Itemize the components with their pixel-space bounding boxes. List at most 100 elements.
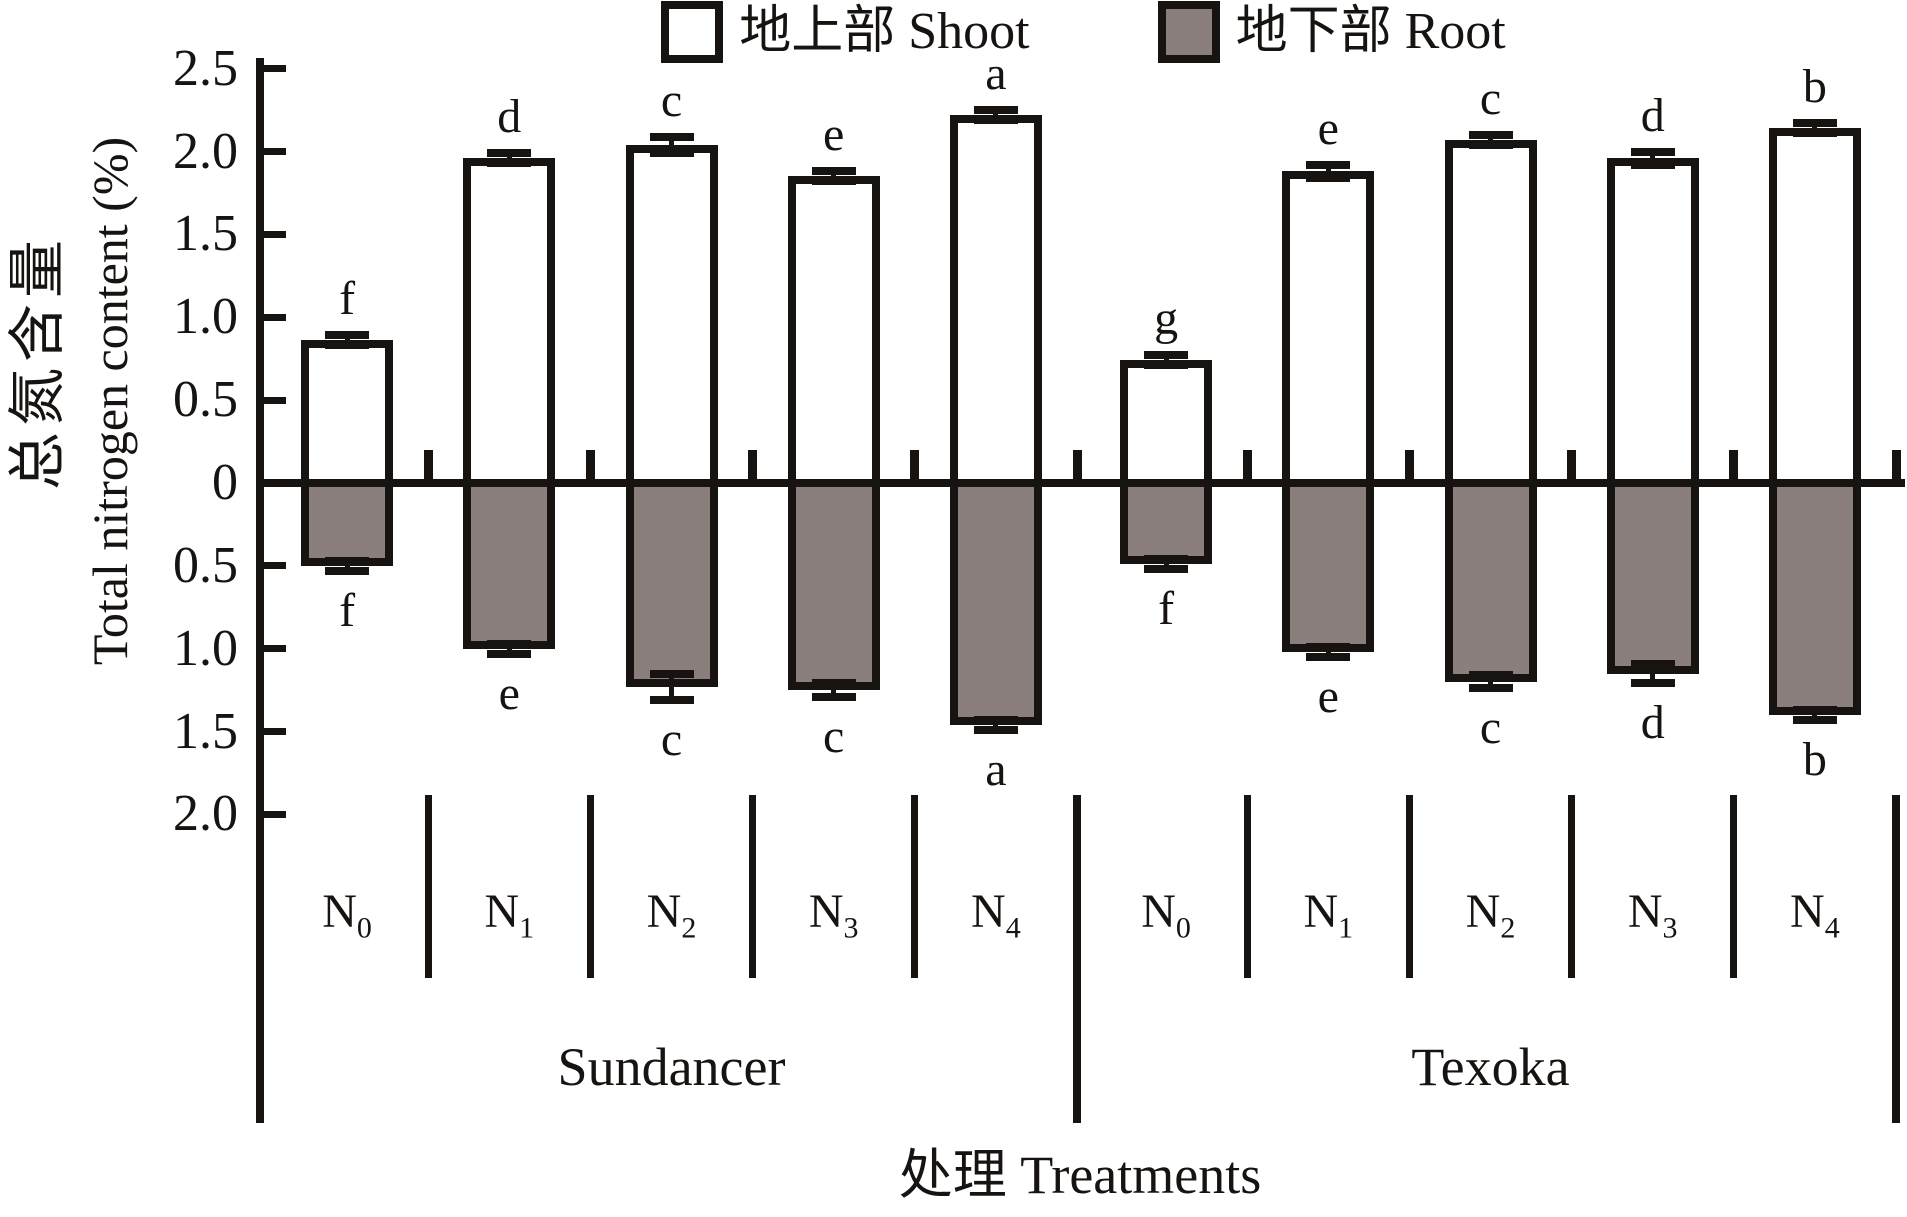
- root-bar: [463, 479, 556, 649]
- error-bar-cap: [1306, 643, 1351, 651]
- error-bar-cap: [487, 639, 532, 648]
- error-bar-whisker: [1163, 559, 1169, 570]
- y-axis-title-chinese: 总氮含量: [5, 234, 70, 491]
- y-axis-tick: [264, 148, 286, 156]
- error-bar-whisker: [344, 560, 350, 571]
- baseline-stub: [748, 450, 758, 480]
- sig-letter-root: b: [1802, 732, 1827, 786]
- sig-letter-root: c: [660, 713, 683, 767]
- y-tick-label: 0: [212, 454, 238, 511]
- cell-divider: [1405, 795, 1413, 978]
- root-bar: [1120, 479, 1213, 565]
- error-bar-whisker: [831, 171, 837, 182]
- error-bar-whisker: [1650, 151, 1656, 165]
- sig-letter-shoot: c: [1479, 72, 1502, 125]
- baseline-stub: [1567, 450, 1577, 480]
- legend-label-shoot: 地上部 Shoot: [739, 3, 1030, 60]
- sig-letter-root: c: [823, 709, 845, 763]
- error-bar-cap: [649, 132, 694, 141]
- treatment-label: N1: [1303, 885, 1354, 945]
- error-bar-cap: [1306, 653, 1351, 661]
- error-bar-whisker: [1650, 663, 1656, 684]
- y-axis-tick: [264, 810, 286, 818]
- sig-letter-shoot: e: [1317, 101, 1339, 155]
- error-bar-whisker: [1812, 123, 1818, 134]
- baseline-stub: [1404, 450, 1414, 480]
- treatment-label: N0: [322, 885, 372, 945]
- x-axis-title: 处理 Treatments: [898, 1145, 1262, 1205]
- root-bar: [1768, 479, 1861, 715]
- shoot-bar: [949, 115, 1042, 487]
- cultivar-label: Texoka: [1411, 1037, 1570, 1097]
- treatment-label: N2: [646, 885, 697, 945]
- error-bar-whisker: [831, 683, 837, 697]
- y-axis-tick: [264, 65, 286, 73]
- root-bar: [1282, 479, 1375, 652]
- legend-item-root: 地下部 Root: [1157, 1, 1506, 63]
- error-bar-cap: [1144, 565, 1189, 574]
- y-tick-label: 1.5: [173, 702, 238, 760]
- plot-right-boundary: [1892, 795, 1900, 1123]
- baseline-stub: [1242, 450, 1252, 480]
- sig-letter-shoot: e: [823, 108, 845, 162]
- sig-letter-shoot: b: [1802, 60, 1827, 114]
- cell-divider: [586, 795, 594, 978]
- baseline-stub: [1729, 450, 1739, 480]
- sig-letter-shoot: c: [660, 73, 683, 127]
- sig-letter-shoot: f: [339, 272, 356, 326]
- sig-letter-shoot: g: [1154, 292, 1179, 346]
- y-tick-label: 2.0: [173, 122, 238, 180]
- sig-letter-shoot: d: [497, 90, 522, 144]
- shoot-bar: [1606, 158, 1699, 487]
- cell-divider: [424, 795, 432, 978]
- y-tick-label: 2.0: [173, 785, 238, 843]
- y-tick-label: 1.0: [173, 619, 238, 677]
- error-bar-cap: [1144, 351, 1189, 360]
- error-bar-cap: [1144, 555, 1189, 564]
- error-bar-cap: [1468, 671, 1513, 680]
- error-bar-cap: [973, 106, 1018, 115]
- error-bar-whisker: [993, 110, 999, 121]
- error-bar-cap: [1630, 659, 1675, 668]
- root-bar: [625, 479, 718, 687]
- error-bar-cap: [487, 149, 532, 158]
- root-bar: [949, 479, 1042, 725]
- baseline-stub: [585, 450, 595, 480]
- error-bar-cap: [1630, 160, 1675, 169]
- error-bar-cap: [1792, 715, 1837, 724]
- sig-letter-shoot: a: [985, 47, 1007, 101]
- error-bar-cap: [487, 159, 532, 168]
- sig-letter-root: f: [1158, 582, 1175, 636]
- root-bar: [787, 479, 880, 691]
- error-bar-cap: [973, 715, 1018, 724]
- y-axis-tick: [264, 230, 286, 238]
- root-swatch-icon: [1157, 1, 1220, 63]
- cell-divider: [749, 795, 757, 978]
- shoot-bar: [625, 144, 718, 487]
- error-bar-cap: [325, 566, 370, 575]
- treatment-label: N4: [971, 885, 1021, 945]
- cultivar-label: Sundancer: [557, 1037, 786, 1097]
- error-bar-whisker: [669, 136, 674, 154]
- sig-letter-root: e: [1317, 670, 1339, 723]
- legend-label-root: 地下部 Root: [1235, 3, 1506, 60]
- error-bar-cap: [1630, 679, 1675, 688]
- error-bar-cap: [973, 116, 1018, 125]
- error-bar-whisker: [344, 335, 350, 346]
- error-bar-cap: [1792, 119, 1837, 128]
- shoot-swatch-icon: [661, 1, 724, 63]
- error-bar-whisker: [1325, 647, 1331, 657]
- baseline-stub: [423, 450, 433, 480]
- sig-letter-root: c: [1479, 701, 1502, 755]
- x-axis-baseline: [256, 479, 1905, 487]
- y-tick-label: 1.5: [173, 205, 238, 263]
- baseline-stub: [1072, 450, 1082, 480]
- sig-letter-root: e: [498, 666, 520, 720]
- error-bar-whisker: [506, 153, 512, 164]
- root-bar: [1444, 479, 1537, 682]
- y-axis-tick: [264, 396, 286, 404]
- treatment-label: N3: [808, 885, 859, 945]
- error-bar-cap: [811, 177, 856, 186]
- error-bar-whisker: [1325, 164, 1331, 179]
- error-bar-cap: [811, 167, 856, 176]
